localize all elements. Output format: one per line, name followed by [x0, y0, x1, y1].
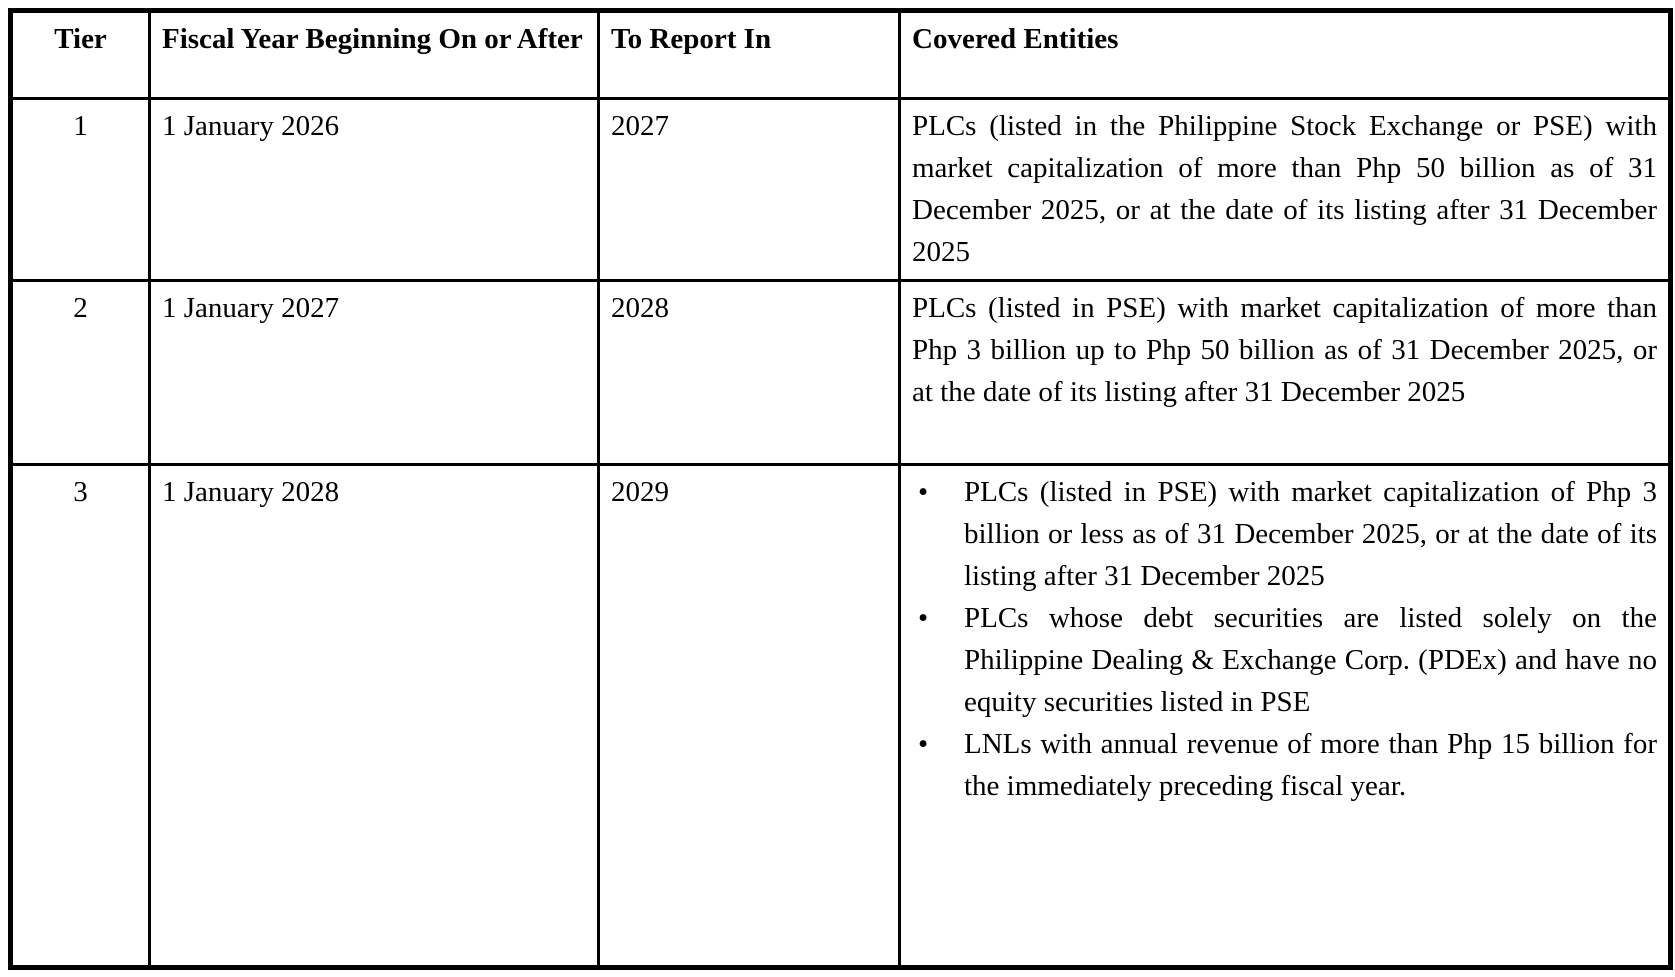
bullet-item: LNLs with annual revenue of more than Ph…: [912, 723, 1657, 807]
cell-report-in: 2027: [597, 97, 901, 282]
covered-entities-text: PLCs (listed in PSE) with market capital…: [912, 292, 1657, 408]
covered-entities-bullet-list: PLCs (listed in PSE) with market capital…: [912, 471, 1657, 807]
header-tier: Tier: [9, 9, 151, 100]
cell-covered-entities: PLCs (listed in PSE) with market capital…: [898, 463, 1672, 969]
cell-fiscal-year: 1 January 2028: [148, 463, 600, 969]
cell-covered-entities: PLCs (listed in the Philippine Stock Exc…: [898, 97, 1672, 282]
header-fiscal-year: Fiscal Year Beginning On or After: [148, 9, 600, 100]
cell-tier: 1: [9, 97, 151, 282]
table-row-tier-1: 1 1 January 2026 2027 PLCs (listed in th…: [9, 97, 1672, 282]
cell-covered-entities: PLCs (listed in PSE) with market capital…: [898, 279, 1672, 466]
header-covered-entities: Covered Entities: [898, 9, 1672, 100]
cell-fiscal-year: 1 January 2026: [148, 97, 600, 282]
tier-reporting-table: Tier Fiscal Year Beginning On or After T…: [8, 8, 1673, 970]
bullet-item: PLCs (listed in PSE) with market capital…: [912, 471, 1657, 597]
table-row-tier-3: 3 1 January 2028 2029 PLCs (listed in PS…: [9, 463, 1672, 969]
cell-fiscal-year: 1 January 2027: [148, 279, 600, 466]
header-row: Tier Fiscal Year Beginning On or After T…: [9, 9, 1672, 100]
bullet-item: PLCs whose debt securities are listed so…: [912, 597, 1657, 723]
header-to-report-in: To Report In: [597, 9, 901, 100]
cell-report-in: 2028: [597, 279, 901, 466]
cell-tier: 2: [9, 279, 151, 466]
table-row-tier-2: 2 1 January 2027 2028 PLCs (listed in PS…: [9, 279, 1672, 466]
covered-entities-text: PLCs (listed in the Philippine Stock Exc…: [912, 110, 1657, 268]
cell-tier: 3: [9, 463, 151, 969]
cell-report-in: 2029: [597, 463, 901, 969]
